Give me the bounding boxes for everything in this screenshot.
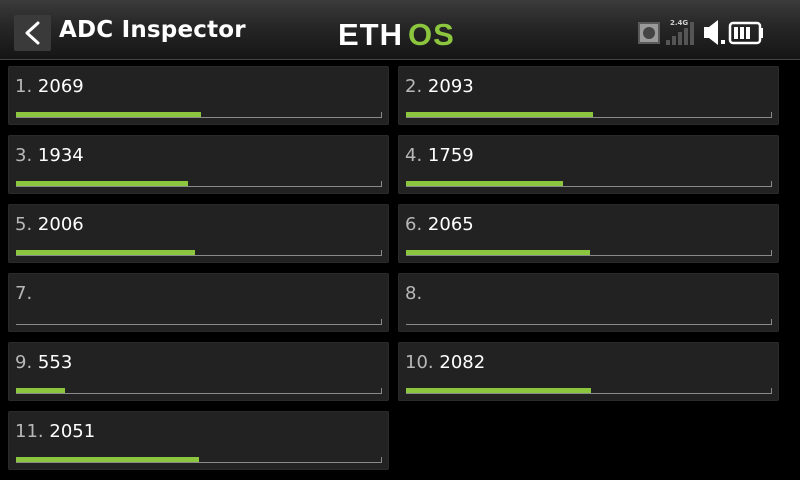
adc-index: 7. — [15, 283, 33, 304]
adc-cell-8: 8. — [398, 273, 779, 332]
adc-index: 5. — [15, 214, 33, 235]
adc-index: 8. — [405, 283, 423, 304]
adc-bar — [16, 181, 382, 187]
adc-index: 4. — [405, 145, 423, 166]
adc-bar — [406, 181, 772, 187]
adc-label: 3. 1934 — [15, 145, 84, 166]
adc-label: 10. 2082 — [405, 352, 485, 373]
adc-bar — [16, 457, 382, 463]
back-button[interactable] — [14, 15, 51, 51]
page-title: ADC Inspector — [59, 17, 246, 43]
signal-band-label: 2.4G — [670, 19, 688, 27]
battery-icon — [728, 21, 763, 45]
adc-value: 2051 — [49, 421, 96, 442]
adc-bar — [406, 388, 772, 394]
adc-cell-6: 6. 2065 — [398, 204, 779, 263]
adc-label: 8. — [405, 283, 422, 304]
adc-cell-10: 10. 2082 — [398, 342, 779, 401]
adc-cell-7: 7. — [8, 273, 389, 332]
adc-index: 10. — [405, 352, 434, 373]
adc-bar-fill — [16, 457, 199, 462]
adc-index: 11. — [15, 421, 44, 442]
adc-cell-5: 5. 2006 — [8, 204, 389, 263]
adc-bar — [16, 112, 382, 118]
signal-bars-icon: 2.4G — [666, 19, 694, 45]
adc-label: 7. — [15, 283, 32, 304]
adc-cell-2: 2. 2093 — [398, 66, 779, 125]
status-icons: 2.4G — [636, 16, 786, 46]
adc-bar-fill — [16, 250, 195, 255]
adc-label: 4. 1759 — [405, 145, 474, 166]
adc-bar-fill — [16, 112, 202, 117]
adc-value: 1759 — [427, 145, 474, 166]
adc-index: 1. — [15, 76, 33, 97]
adc-bar-fill — [16, 388, 66, 393]
adc-value: 2093 — [427, 76, 474, 97]
adc-value: 2082 — [439, 352, 486, 373]
adc-cell-3: 3. 1934 — [8, 135, 389, 194]
adc-cell-9: 9. 553 — [8, 342, 389, 401]
adc-bar-fill — [406, 250, 590, 255]
adc-value: 553 — [37, 352, 73, 373]
adc-index: 2. — [405, 76, 423, 97]
adc-label: 5. 2006 — [15, 214, 84, 235]
ethos-logo: ETH OS — [338, 19, 455, 49]
back-icon — [25, 21, 40, 45]
adc-bar — [406, 112, 772, 118]
adc-bar — [16, 250, 382, 256]
adc-value: 2069 — [37, 76, 84, 97]
header-bar: ADC Inspector ETH OS 2.4G — [0, 0, 800, 60]
speaker-icon — [704, 20, 725, 45]
adc-bar — [406, 319, 772, 325]
adc-cell-1: 1. 2069 — [8, 66, 389, 125]
adc-cell-4: 4. 1759 — [398, 135, 779, 194]
adc-bar — [406, 250, 772, 256]
adc-label: 2. 2093 — [405, 76, 474, 97]
adc-label: 6. 2065 — [405, 214, 474, 235]
adc-bar-fill — [406, 112, 593, 117]
svg-text:OS: OS — [408, 19, 455, 49]
adc-label: 9. 553 — [15, 352, 72, 373]
adc-value: 2065 — [427, 214, 474, 235]
adc-bar-fill — [406, 388, 592, 393]
adc-bar-fill — [406, 181, 563, 186]
adc-index: 9. — [15, 352, 33, 373]
adc-value: 2006 — [37, 214, 84, 235]
adc-cell-11: 11. 2051 — [8, 411, 389, 470]
adc-label: 1. 2069 — [15, 76, 84, 97]
adc-bar — [16, 388, 382, 394]
adc-bar — [16, 319, 382, 325]
adc-index: 6. — [405, 214, 423, 235]
adc-bar-fill — [16, 181, 189, 186]
adc-label: 11. 2051 — [15, 421, 95, 442]
sd-card-icon — [638, 22, 660, 44]
adc-value: 1934 — [37, 145, 84, 166]
adc-index: 3. — [15, 145, 33, 166]
svg-text:ETH: ETH — [338, 19, 403, 49]
